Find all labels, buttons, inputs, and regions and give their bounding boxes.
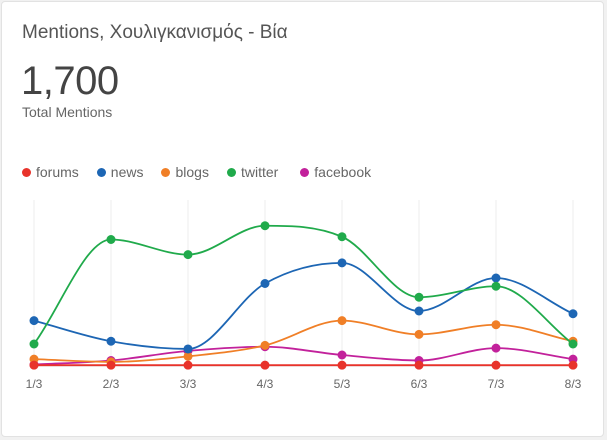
- data-point-forums-7-3: [491, 360, 501, 370]
- data-point-twitter-8-3: [568, 339, 578, 349]
- data-point-twitter-1-3: [29, 339, 39, 349]
- legend-item-facebook[interactable]: facebook: [300, 164, 371, 180]
- legend-item-news[interactable]: news: [96, 164, 144, 180]
- data-point-twitter-3-3: [183, 250, 193, 260]
- total-mentions-value: 1,700: [21, 59, 119, 103]
- legend-label-twitter: twitter: [240, 164, 279, 180]
- data-point-twitter-5-3: [337, 232, 347, 242]
- data-point-forums-3-3: [183, 360, 193, 370]
- data-point-forums-4-3: [260, 360, 270, 370]
- data-point-facebook-5-3: [337, 350, 347, 360]
- legend-item-twitter[interactable]: twitter: [226, 164, 279, 180]
- data-point-news-6-3: [414, 306, 424, 316]
- legend-item-forums[interactable]: forums: [22, 164, 79, 180]
- x-tick-label: 3/3: [180, 377, 197, 391]
- legend-swatch-twitter: [226, 167, 236, 177]
- data-point-news-2-3: [106, 336, 116, 346]
- data-point-blogs-7-3: [491, 320, 501, 330]
- legend-swatch-news: [96, 167, 106, 177]
- data-point-news-8-3: [568, 309, 578, 319]
- data-point-blogs-5-3: [337, 316, 347, 326]
- data-point-twitter-2-3: [106, 235, 116, 244]
- data-point-twitter-7-3: [491, 281, 501, 291]
- legend-label-facebook: facebook: [314, 164, 372, 180]
- chart-legend: forums news blogs twitter facebook: [22, 164, 389, 180]
- series-line-facebook: [33, 345, 574, 366]
- data-point-twitter-6-3: [414, 292, 424, 302]
- card-title: Mentions, Χουλιγκανισμός - Βία: [22, 22, 288, 43]
- x-tick-label: 7/3: [488, 377, 505, 391]
- legend-item-blogs[interactable]: blogs: [161, 164, 209, 180]
- x-tick-label: 5/3: [334, 377, 351, 391]
- x-tick-label: 2/3: [103, 377, 120, 391]
- data-point-news-4-3: [260, 279, 270, 288]
- data-point-news-5-3: [337, 258, 347, 268]
- legend-label-forums: forums: [36, 164, 79, 180]
- x-tick-label: 4/3: [257, 377, 274, 391]
- x-tick-label: 8/3: [565, 377, 582, 391]
- legend-swatch-forums: [22, 167, 31, 177]
- data-point-forums-5-3: [337, 360, 347, 370]
- data-point-forums-6-3: [414, 360, 424, 370]
- data-point-blogs-3-3: [183, 351, 193, 361]
- data-point-news-3-3: [183, 344, 193, 354]
- data-point-blogs-4-3: [260, 340, 270, 350]
- series-line-news: [33, 261, 574, 350]
- legend-swatch-facebook: [300, 167, 310, 177]
- series-line-blogs: [33, 319, 574, 363]
- legend-swatch-blogs: [161, 167, 171, 177]
- data-point-blogs-6-3: [414, 329, 424, 339]
- data-point-news-7-3: [491, 273, 501, 283]
- total-mentions-label: Total Mentions: [22, 104, 113, 120]
- legend-label-blogs: blogs: [175, 164, 209, 180]
- data-point-twitter-4-3: [260, 221, 270, 231]
- data-point-forums-1-3: [29, 360, 39, 370]
- data-point-forums-2-3: [106, 360, 116, 370]
- x-tick-label: 1/3: [26, 377, 43, 391]
- data-point-facebook-7-3: [491, 343, 501, 353]
- legend-label-news: news: [110, 164, 144, 180]
- x-tick-label: 6/3: [411, 377, 428, 391]
- data-point-news-1-3: [29, 316, 39, 326]
- data-point-forums-8-3: [568, 360, 578, 370]
